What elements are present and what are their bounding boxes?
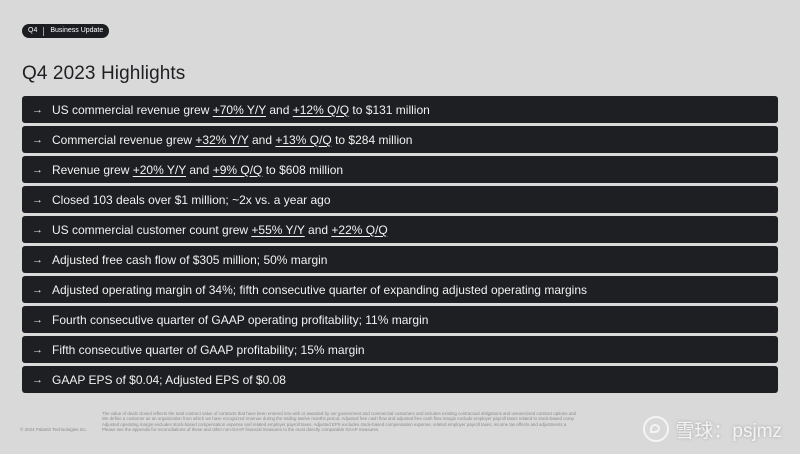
highlight-fragment: and (186, 162, 213, 177)
highlight-fragment: to $608 million (262, 162, 344, 177)
highlight-fragment: Adjusted operating margin of 34%; fifth … (52, 282, 587, 297)
highlight-metric: +22% Q/Q (331, 222, 388, 237)
arrow-right-icon: → (32, 313, 43, 326)
section-tag: Q4 Business Update (22, 24, 110, 38)
highlight-metric: +55% Y/Y (251, 222, 305, 237)
arrow-right-icon: → (32, 103, 43, 116)
highlight-text: Adjusted operating margin of 34%; fifth … (52, 283, 778, 297)
highlights-list: → US commercial revenue grew +70% Y/Y and… (22, 96, 778, 396)
highlight-text: Commercial revenue grew +32% Y/Y and +13… (52, 133, 778, 147)
highlight-row: → Closed 103 deals over $1 million; ~2x v… (22, 186, 778, 213)
highlight-row: → Revenue grew +20% Y/Y and +9% Q/Q to $6… (22, 156, 778, 183)
copyright: © 2024 Palantir Technologies Inc. (20, 427, 88, 432)
footnote-line: Adjusted operating margin excludes stock… (102, 421, 567, 427)
highlight-row: → Fourth consecutive quarter of GAAP oper… (22, 306, 778, 333)
footnotes: The value of deals closed reflects the t… (102, 411, 722, 433)
highlight-row: → US commercial revenue grew +70% Y/Y and… (22, 96, 778, 123)
highlight-row: → Fifth consecutive quarter of GAAP profi… (22, 336, 778, 363)
highlight-text: Fifth consecutive quarter of GAAP profit… (52, 343, 778, 357)
highlight-fragment: and (304, 222, 332, 237)
highlight-fragment: Closed 103 deals over $1 million; ~2x vs… (52, 192, 331, 207)
snowball-logo-icon (643, 416, 670, 442)
highlight-metric: +9% Q/Q (212, 162, 263, 177)
highlight-text: US commercial revenue grew +70% Y/Y and … (52, 103, 778, 117)
highlight-fragment: GAAP EPS of $0.04; Adjusted EPS of $0.08 (52, 372, 286, 387)
highlight-fragment: US commercial customer count grew (52, 222, 252, 237)
highlight-row: → Adjusted free cash flow of $305 million… (22, 246, 778, 273)
highlight-fragment: and (248, 132, 276, 147)
highlight-fragment: US commercial revenue grew (52, 102, 213, 117)
quarter-tag: Q4 (28, 27, 38, 34)
watermark: 雪球：psjmz (643, 414, 782, 444)
arrow-right-icon: → (32, 193, 43, 206)
arrow-right-icon: → (32, 343, 43, 356)
highlight-fragment: Fifth consecutive quarter of GAAP profit… (52, 342, 365, 357)
footnote-line: Please see the appendix for reconciliati… (102, 427, 380, 433)
footnote-line: We define a customer as an organization … (102, 416, 574, 422)
highlight-text: Revenue grew +20% Y/Y and +9% Q/Q to $60… (52, 163, 778, 177)
business-update-tag: Business Update (50, 27, 104, 34)
highlight-metric: +12% Q/Q (292, 102, 350, 117)
highlight-metric: +70% Y/Y (212, 102, 267, 117)
highlight-metric: +32% Y/Y (195, 132, 249, 147)
highlight-row: → Adjusted operating margin of 34%; fifth… (22, 276, 778, 303)
highlight-fragment: Revenue grew (52, 162, 133, 177)
highlight-fragment: Adjusted free cash flow of $305 million;… (52, 252, 328, 267)
tag-divider (43, 26, 45, 36)
highlight-row: → Commercial revenue grew +32% Y/Y and +1… (22, 126, 778, 153)
highlight-metric: +13% Q/Q (275, 132, 332, 147)
footnote-line: The value of deals closed reflects the t… (102, 411, 576, 416)
highlight-text: US commercial customer count grew +55% Y… (52, 223, 778, 237)
arrow-right-icon: → (32, 373, 43, 386)
arrow-right-icon: → (32, 163, 43, 176)
highlight-text: GAAP EPS of $0.04; Adjusted EPS of $0.08 (52, 373, 778, 387)
highlight-fragment: Fourth consecutive quarter of GAAP opera… (52, 312, 429, 327)
highlight-fragment: to $131 million (349, 102, 430, 117)
arrow-right-icon: → (32, 283, 43, 296)
arrow-right-icon: → (32, 133, 43, 146)
highlight-text: Adjusted free cash flow of $305 million;… (52, 253, 778, 267)
arrow-right-icon: → (32, 223, 43, 236)
arrow-right-icon: → (32, 253, 43, 266)
highlight-text: Fourth consecutive quarter of GAAP opera… (52, 313, 778, 327)
highlight-fragment: and (266, 102, 293, 117)
watermark-text: 雪球：psjmz (675, 420, 782, 442)
highlight-fragment: Commercial revenue grew (52, 132, 196, 147)
highlight-fragment: to $284 million (331, 132, 413, 147)
highlight-metric: +20% Y/Y (132, 162, 186, 177)
highlight-row: → US commercial customer count grew +55% … (22, 216, 778, 243)
highlight-text: Closed 103 deals over $1 million; ~2x vs… (52, 193, 778, 207)
page-title: Q4 2023 Highlights (22, 63, 186, 84)
highlight-row: → GAAP EPS of $0.04; Adjusted EPS of $0.0… (22, 366, 778, 393)
